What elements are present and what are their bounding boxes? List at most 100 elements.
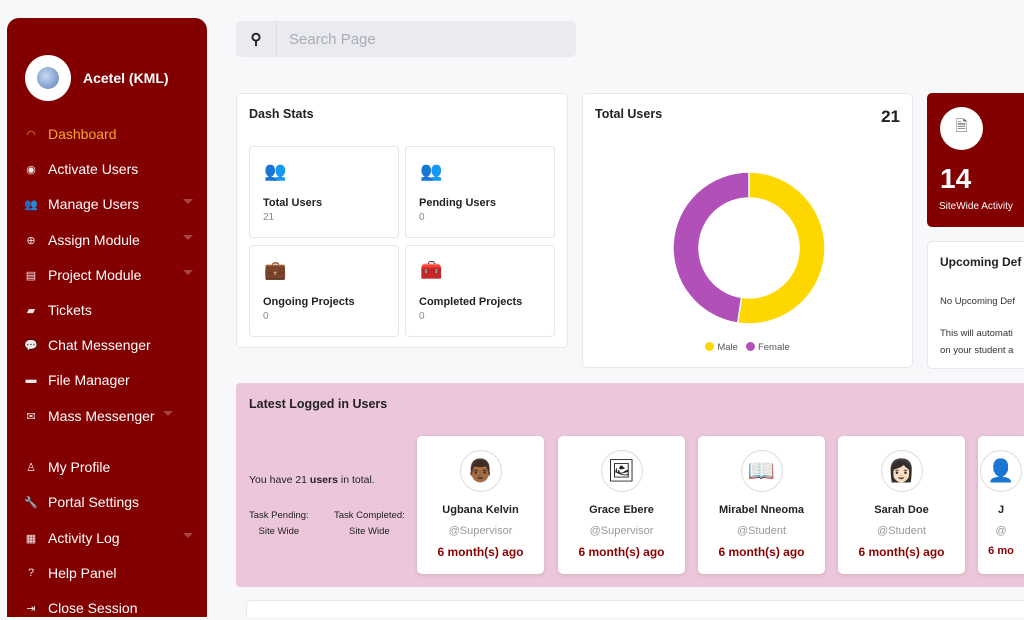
user-last-login: 6 month(s) ago [437, 545, 524, 559]
user-card[interactable]: 🖼 Grace Ebere @Supervisor 6 month(s) ago [558, 436, 685, 574]
activity-value: 14 [940, 163, 972, 194]
document-icon: 🗎 [940, 107, 983, 150]
brand[interactable]: Acetel (KML) [25, 55, 169, 101]
search-lock-icon: ⊕ [26, 234, 36, 247]
user-role: @Supervisor [589, 525, 654, 537]
sidebar-item-portal-settings[interactable]: 🔧 Portal Settings [23, 490, 193, 514]
section-title: Latest Logged in Users [249, 397, 388, 411]
chevron-down-icon[interactable] [183, 199, 193, 204]
user-card[interactable]: 👨🏾 Ugbana Kelvin @Supervisor 6 month(s) ago [417, 436, 544, 574]
sidebar-item-label: My Profile [48, 459, 111, 475]
activity-label: SiteWide Activity [939, 201, 1013, 212]
sidebar-item-label: Help Panel [48, 565, 117, 581]
folder-icon: ▬ [25, 374, 37, 386]
sidebar-item-label: Mass Messenger [48, 408, 155, 424]
briefcase-icon: 💼 [264, 260, 287, 280]
sidebar-item-assign-module[interactable]: ⊕ Assign Module [23, 228, 193, 252]
sidebar-item-dashboard[interactable]: ◠ Dashboard [23, 122, 193, 146]
user-role: @Student [876, 525, 927, 537]
user-card[interactable]: 📖 Mirabel Nneoma @Student 6 month(s) ago [698, 436, 825, 574]
task-completed: Task Completed: Site Wide [334, 510, 405, 537]
sitewide-activity-card[interactable]: 🗎 14 SiteWide Activity [927, 93, 1024, 227]
user-role: @ [995, 525, 1007, 537]
ticket-icon: ▰ [26, 304, 36, 317]
sidebar-item-mass-messenger[interactable]: ✉ Mass Messenger [23, 404, 193, 428]
stat-total-users[interactable]: 👥 Total Users 21 [249, 146, 399, 238]
sidebar-item-chat-messenger[interactable]: 💬 Chat Messenger [23, 333, 193, 357]
sidebar-item-label: Project Module [48, 267, 142, 283]
donut-slice-male[interactable] [736, 171, 826, 325]
sidebar-item-help-panel[interactable]: ? Help Panel [23, 561, 193, 585]
legend-label: Female [757, 342, 790, 353]
sidebar-item-tickets[interactable]: ▰ Tickets [23, 298, 193, 322]
sidebar-item-manage-users[interactable]: 👥 Manage Users [23, 192, 193, 216]
sign-out-icon: ⇥ [26, 602, 36, 615]
logo [25, 55, 71, 101]
sidebar-item-file-manager[interactable]: ▬ File Manager [23, 368, 193, 392]
total-users-card: Total Users 21 Male Female [582, 93, 913, 368]
stat-label: Completed Projects [419, 296, 523, 308]
stat-ongoing-projects[interactable]: 💼 Ongoing Projects 0 [249, 245, 399, 337]
sidebar-item-label: Portal Settings [48, 494, 140, 510]
chevron-down-icon[interactable] [183, 270, 193, 275]
upcoming-note: This will automati [940, 328, 1013, 339]
user-name: Ugbana Kelvin [442, 504, 519, 516]
users-summary: You have 21 users in total. [249, 474, 375, 486]
card-title: Total Users [595, 107, 663, 121]
stat-value: 0 [419, 212, 425, 223]
card-title: Dash Stats [249, 107, 314, 121]
question-icon: ? [27, 567, 35, 579]
search-input[interactable] [276, 21, 566, 57]
users-icon: 👥 [24, 198, 38, 211]
user-group-icon: 👥 [420, 161, 443, 181]
sidebar-item-activity-log[interactable]: ▦ Activity Log [23, 526, 193, 550]
chart-legend: Male Female [583, 342, 912, 353]
legend-item[interactable]: Male [705, 342, 738, 353]
sidebar-item-label: Chat Messenger [48, 337, 151, 353]
user-card[interactable]: 👩🏻 Sarah Doe @Student 6 month(s) ago [838, 436, 965, 574]
dash-stats-card: Dash Stats 👥 Total Users 21 👥 Pending Users 0… [236, 93, 568, 348]
user-card[interactable]: 👤 J @6 mo [978, 436, 1024, 574]
wrench-icon: 🔧 [24, 496, 38, 509]
legend-item[interactable]: Female [745, 342, 790, 353]
sidebar-item-activate-users[interactable]: ◉ Activate Users [23, 157, 193, 181]
stat-value: 21 [263, 212, 275, 223]
avatar: 👤 [980, 450, 1022, 492]
avatar: 👩🏻 [880, 450, 923, 492]
sidebar-item-label: Assign Module [48, 232, 140, 248]
sidebar-item-project-module[interactable]: ▤ Project Module [23, 263, 193, 287]
scroll-icon: ▤ [25, 269, 37, 282]
sidebar-item-label: File Manager [48, 372, 130, 388]
task-pending: Task Pending: Site Wide [249, 510, 309, 537]
sidebar-item-label: Close Session [48, 600, 138, 616]
user-last-login: 6 mo [988, 545, 1014, 557]
gauge-icon: ◠ [26, 128, 36, 141]
chevron-down-icon[interactable] [183, 533, 193, 538]
chevron-down-icon[interactable] [183, 235, 193, 240]
sidebar-item-label: Activate Users [48, 161, 139, 177]
chevron-down-icon[interactable] [163, 411, 173, 416]
user-name: J [997, 504, 1005, 516]
donut-slice-female[interactable] [672, 171, 750, 325]
search-icon[interactable]: ⚲ [250, 31, 262, 48]
table-icon: ▦ [25, 532, 37, 545]
user-role: @Student [736, 525, 787, 537]
legend-swatch [705, 342, 715, 351]
total-users-count: 21 [881, 107, 900, 126]
stat-pending-users[interactable]: 👥 Pending Users 0 [405, 146, 555, 238]
card-title: Upcoming Def [940, 255, 1022, 269]
sidebar-item-my-profile[interactable]: ♙ My Profile [23, 455, 193, 479]
brand-name: Acetel (KML) [83, 70, 169, 86]
avatar: 📖 [740, 450, 783, 492]
sidebar-item-label: Manage Users [48, 196, 140, 212]
sidebar: Acetel (KML) ◠ Dashboard ◉ Activate Users 👥 M… [7, 18, 207, 617]
avatar: 👨🏾 [459, 450, 502, 492]
sidebar-item-label: Tickets [48, 302, 92, 318]
avatar: 🖼 [600, 450, 643, 492]
user-name: Grace Ebere [589, 504, 654, 516]
chat-icon: 💬 [24, 339, 38, 352]
user-last-login: 6 month(s) ago [718, 545, 805, 559]
user-last-login: 6 month(s) ago [858, 545, 945, 559]
stat-completed-projects[interactable]: 🧰 Completed Projects 0 [405, 245, 555, 337]
sidebar-item-close-session[interactable]: ⇥ Close Session [23, 596, 193, 620]
